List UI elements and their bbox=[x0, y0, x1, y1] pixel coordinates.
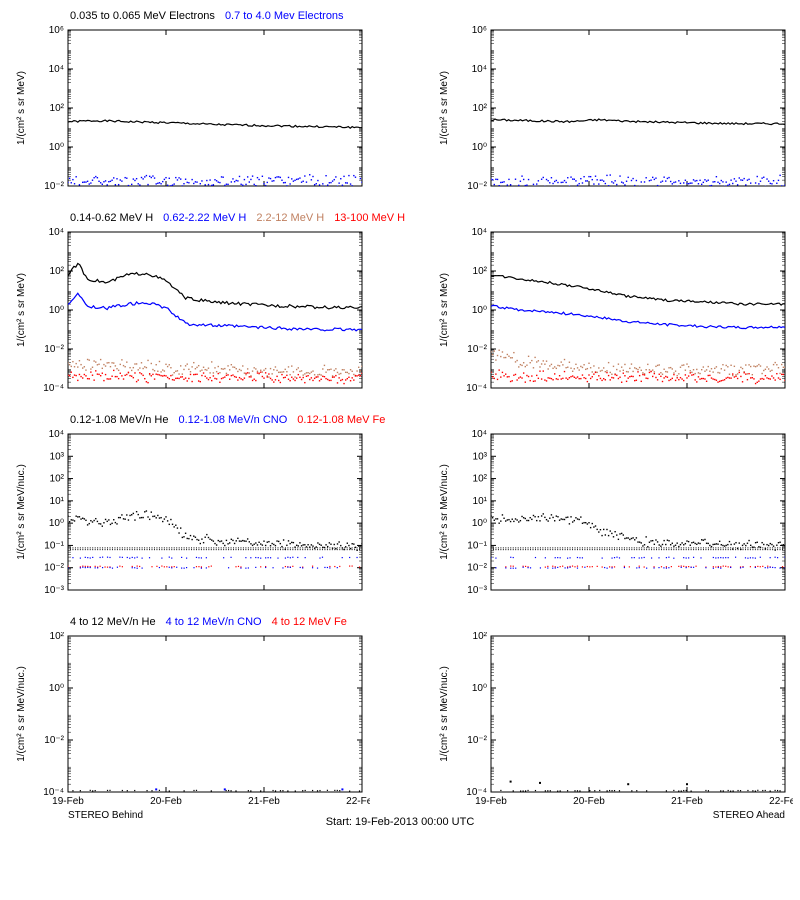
legend-item: 4 to 12 MeV Fe bbox=[272, 616, 347, 628]
svg-text:10²: 10² bbox=[50, 632, 65, 642]
plot-svg: 10⁻³ 10⁻² 10⁻¹ 10⁰ 10¹ 10² 10³ 10⁴ 1/(cm² s sr M… bbox=[10, 430, 370, 610]
svg-text:10⁰: 10⁰ bbox=[49, 683, 64, 694]
svg-text:10⁴: 10⁴ bbox=[49, 228, 64, 238]
plot-svg: 10⁻⁴10⁻²10⁰10²19-Feb20-Feb21-Feb22-Feb1/… bbox=[433, 632, 793, 830]
svg-text:19-Feb: 19-Feb bbox=[475, 796, 507, 807]
legend-item: 0.12-1.08 MeV Fe bbox=[297, 414, 385, 426]
chart-panel: 0.12-1.08 MeV/n He 0.12-1.08 MeV/n CNO 0.1… bbox=[10, 414, 415, 610]
legend-item: 0.12-1.08 MeV/n He bbox=[70, 414, 168, 426]
svg-text:10⁰: 10⁰ bbox=[472, 305, 487, 316]
chart-panel: 0.035 to 0.065 MeV Electrons 0.7 to 4.0 M… bbox=[10, 10, 415, 206]
svg-text:10⁰: 10⁰ bbox=[49, 518, 64, 529]
svg-text:10⁻³: 10⁻³ bbox=[467, 585, 487, 596]
legend-item: 0.035 to 0.065 MeV Electrons bbox=[70, 10, 215, 22]
svg-text:22-Feb: 22-Feb bbox=[769, 796, 793, 807]
svg-text:21-Feb: 21-Feb bbox=[671, 796, 703, 807]
legend-item: 0.14-0.62 MeV H bbox=[70, 212, 153, 224]
plot-svg: 10⁻³ 10⁻² 10⁻¹ 10⁰ 10¹ 10² 10³ 10⁴ 1/(cm² s sr M… bbox=[433, 430, 793, 610]
svg-text:1/(cm² s sr MeV): 1/(cm² s sr MeV) bbox=[439, 273, 450, 347]
svg-text:20-Feb: 20-Feb bbox=[150, 796, 182, 807]
svg-text:1/(cm² s sr MeV): 1/(cm² s sr MeV) bbox=[439, 71, 450, 145]
svg-text:10⁻²: 10⁻² bbox=[44, 563, 64, 574]
svg-text:10⁻⁴: 10⁻⁴ bbox=[43, 383, 64, 394]
svg-text:10⁶: 10⁶ bbox=[472, 26, 487, 36]
svg-text:19-Feb: 19-Feb bbox=[52, 796, 84, 807]
svg-text:1/(cm² s sr MeV/nuc.): 1/(cm² s sr MeV/nuc.) bbox=[439, 464, 450, 560]
svg-text:10⁻²: 10⁻² bbox=[44, 181, 64, 192]
svg-text:1/(cm² s sr MeV): 1/(cm² s sr MeV) bbox=[16, 71, 27, 145]
legend: 0.14-0.62 MeV H 0.62-2.22 MeV H 2.2-12 MeV… bbox=[10, 212, 415, 228]
svg-text:10⁻²: 10⁻² bbox=[467, 344, 487, 355]
svg-text:10⁰: 10⁰ bbox=[472, 142, 487, 153]
legend-item: 0.12-1.08 MeV/n CNO bbox=[178, 414, 287, 426]
plot-svg: 10⁻² 10⁰ 10² 10⁴ 10⁶ 1/(cm² s sr MeV) bbox=[433, 26, 793, 206]
chart-panel: 0.14-0.62 MeV H 0.62-2.22 MeV H 2.2-12 MeV… bbox=[10, 212, 415, 408]
footer-left: STEREO Behind bbox=[68, 810, 143, 821]
legend-item: 4 to 12 MeV/n He bbox=[70, 616, 156, 628]
svg-text:10⁴: 10⁴ bbox=[472, 228, 487, 238]
svg-text:10⁻¹: 10⁻¹ bbox=[44, 540, 64, 551]
chart-panel: 10⁻⁴10⁻²10⁰10²19-Feb20-Feb21-Feb22-Feb1/… bbox=[433, 616, 793, 830]
svg-text:10⁻⁴: 10⁻⁴ bbox=[466, 383, 487, 394]
svg-text:10⁻³: 10⁻³ bbox=[44, 585, 64, 596]
svg-text:10³: 10³ bbox=[50, 451, 65, 462]
svg-text:10⁶: 10⁶ bbox=[49, 26, 64, 36]
svg-text:10⁰: 10⁰ bbox=[49, 142, 64, 153]
svg-text:10²: 10² bbox=[50, 266, 65, 277]
legend: 4 to 12 MeV/n He 4 to 12 MeV/n CNO 4 to 12… bbox=[10, 616, 415, 632]
svg-text:10⁻¹: 10⁻¹ bbox=[467, 540, 487, 551]
legend: 0.035 to 0.065 MeV Electrons 0.7 to 4.0 M… bbox=[10, 10, 415, 26]
chart-panel: 10⁻² 10⁰ 10² 10⁴ 10⁶ 1/(cm² s sr MeV) bbox=[433, 10, 793, 206]
svg-text:1/(cm² s sr MeV): 1/(cm² s sr MeV) bbox=[16, 273, 27, 347]
svg-text:10²: 10² bbox=[473, 474, 488, 485]
svg-text:10⁴: 10⁴ bbox=[472, 430, 487, 440]
svg-text:10⁰: 10⁰ bbox=[472, 683, 487, 694]
svg-text:10⁰: 10⁰ bbox=[49, 305, 64, 316]
svg-text:10³: 10³ bbox=[473, 451, 488, 462]
plot-svg: 10⁻⁴10⁻²10⁰10²19-Feb20-Feb21-Feb22-Feb1/… bbox=[10, 632, 370, 830]
svg-text:10²: 10² bbox=[473, 103, 488, 114]
svg-text:22-Feb: 22-Feb bbox=[346, 796, 370, 807]
svg-text:10⁴: 10⁴ bbox=[49, 430, 64, 440]
plot-svg: 10⁻⁴ 10⁻² 10⁰ 10² 10⁴ 1/(cm² s sr MeV) bbox=[10, 228, 370, 408]
svg-text:10⁻²: 10⁻² bbox=[467, 735, 487, 746]
legend-item: 0.62-2.22 MeV H bbox=[163, 212, 246, 224]
svg-text:10¹: 10¹ bbox=[473, 496, 488, 507]
legend: 0.12-1.08 MeV/n He 0.12-1.08 MeV/n CNO 0.1… bbox=[10, 414, 415, 430]
legend-item: 0.7 to 4.0 Mev Electrons bbox=[225, 10, 344, 22]
chart-panel: 4 to 12 MeV/n He 4 to 12 MeV/n CNO 4 to 12… bbox=[10, 616, 415, 830]
svg-text:10⁻²: 10⁻² bbox=[467, 181, 487, 192]
svg-text:20-Feb: 20-Feb bbox=[573, 796, 605, 807]
chart-panel: 10⁻³ 10⁻² 10⁻¹ 10⁰ 10¹ 10² 10³ 10⁴ 1/(cm² s sr M… bbox=[433, 414, 793, 610]
footer-right: STEREO Ahead bbox=[713, 810, 785, 821]
svg-text:1/(cm² s sr MeV/nuc.): 1/(cm² s sr MeV/nuc.) bbox=[16, 666, 27, 762]
svg-text:10²: 10² bbox=[473, 632, 488, 642]
svg-text:10⁻²: 10⁻² bbox=[44, 344, 64, 355]
svg-text:10²: 10² bbox=[50, 474, 65, 485]
plot-svg: 10⁻² 10⁰ 10² 10⁴ 10⁶ 1/(cm² s sr MeV) bbox=[10, 26, 370, 206]
legend-item: 4 to 12 MeV/n CNO bbox=[166, 616, 262, 628]
chart-grid: 0.035 to 0.065 MeV Electrons 0.7 to 4.0 M… bbox=[10, 10, 790, 830]
svg-text:10¹: 10¹ bbox=[50, 496, 65, 507]
svg-text:10⁻²: 10⁻² bbox=[44, 735, 64, 746]
chart-panel: 10⁻⁴ 10⁻² 10⁰ 10² 10⁴ 1/(cm² s sr MeV) bbox=[433, 212, 793, 408]
legend-item: 13-100 MeV H bbox=[334, 212, 405, 224]
svg-text:10⁴: 10⁴ bbox=[49, 64, 64, 75]
svg-text:1/(cm² s sr MeV/nuc.): 1/(cm² s sr MeV/nuc.) bbox=[16, 464, 27, 560]
svg-text:10⁰: 10⁰ bbox=[472, 518, 487, 529]
svg-text:10²: 10² bbox=[473, 266, 488, 277]
legend-item: 2.2-12 MeV H bbox=[256, 212, 324, 224]
svg-text:1/(cm² s sr MeV/nuc.): 1/(cm² s sr MeV/nuc.) bbox=[439, 666, 450, 762]
svg-text:10²: 10² bbox=[50, 103, 65, 114]
svg-text:21-Feb: 21-Feb bbox=[248, 796, 280, 807]
svg-text:10⁴: 10⁴ bbox=[472, 64, 487, 75]
plot-svg: 10⁻⁴ 10⁻² 10⁰ 10² 10⁴ 1/(cm² s sr MeV) bbox=[433, 228, 793, 408]
svg-text:10⁻²: 10⁻² bbox=[467, 563, 487, 574]
